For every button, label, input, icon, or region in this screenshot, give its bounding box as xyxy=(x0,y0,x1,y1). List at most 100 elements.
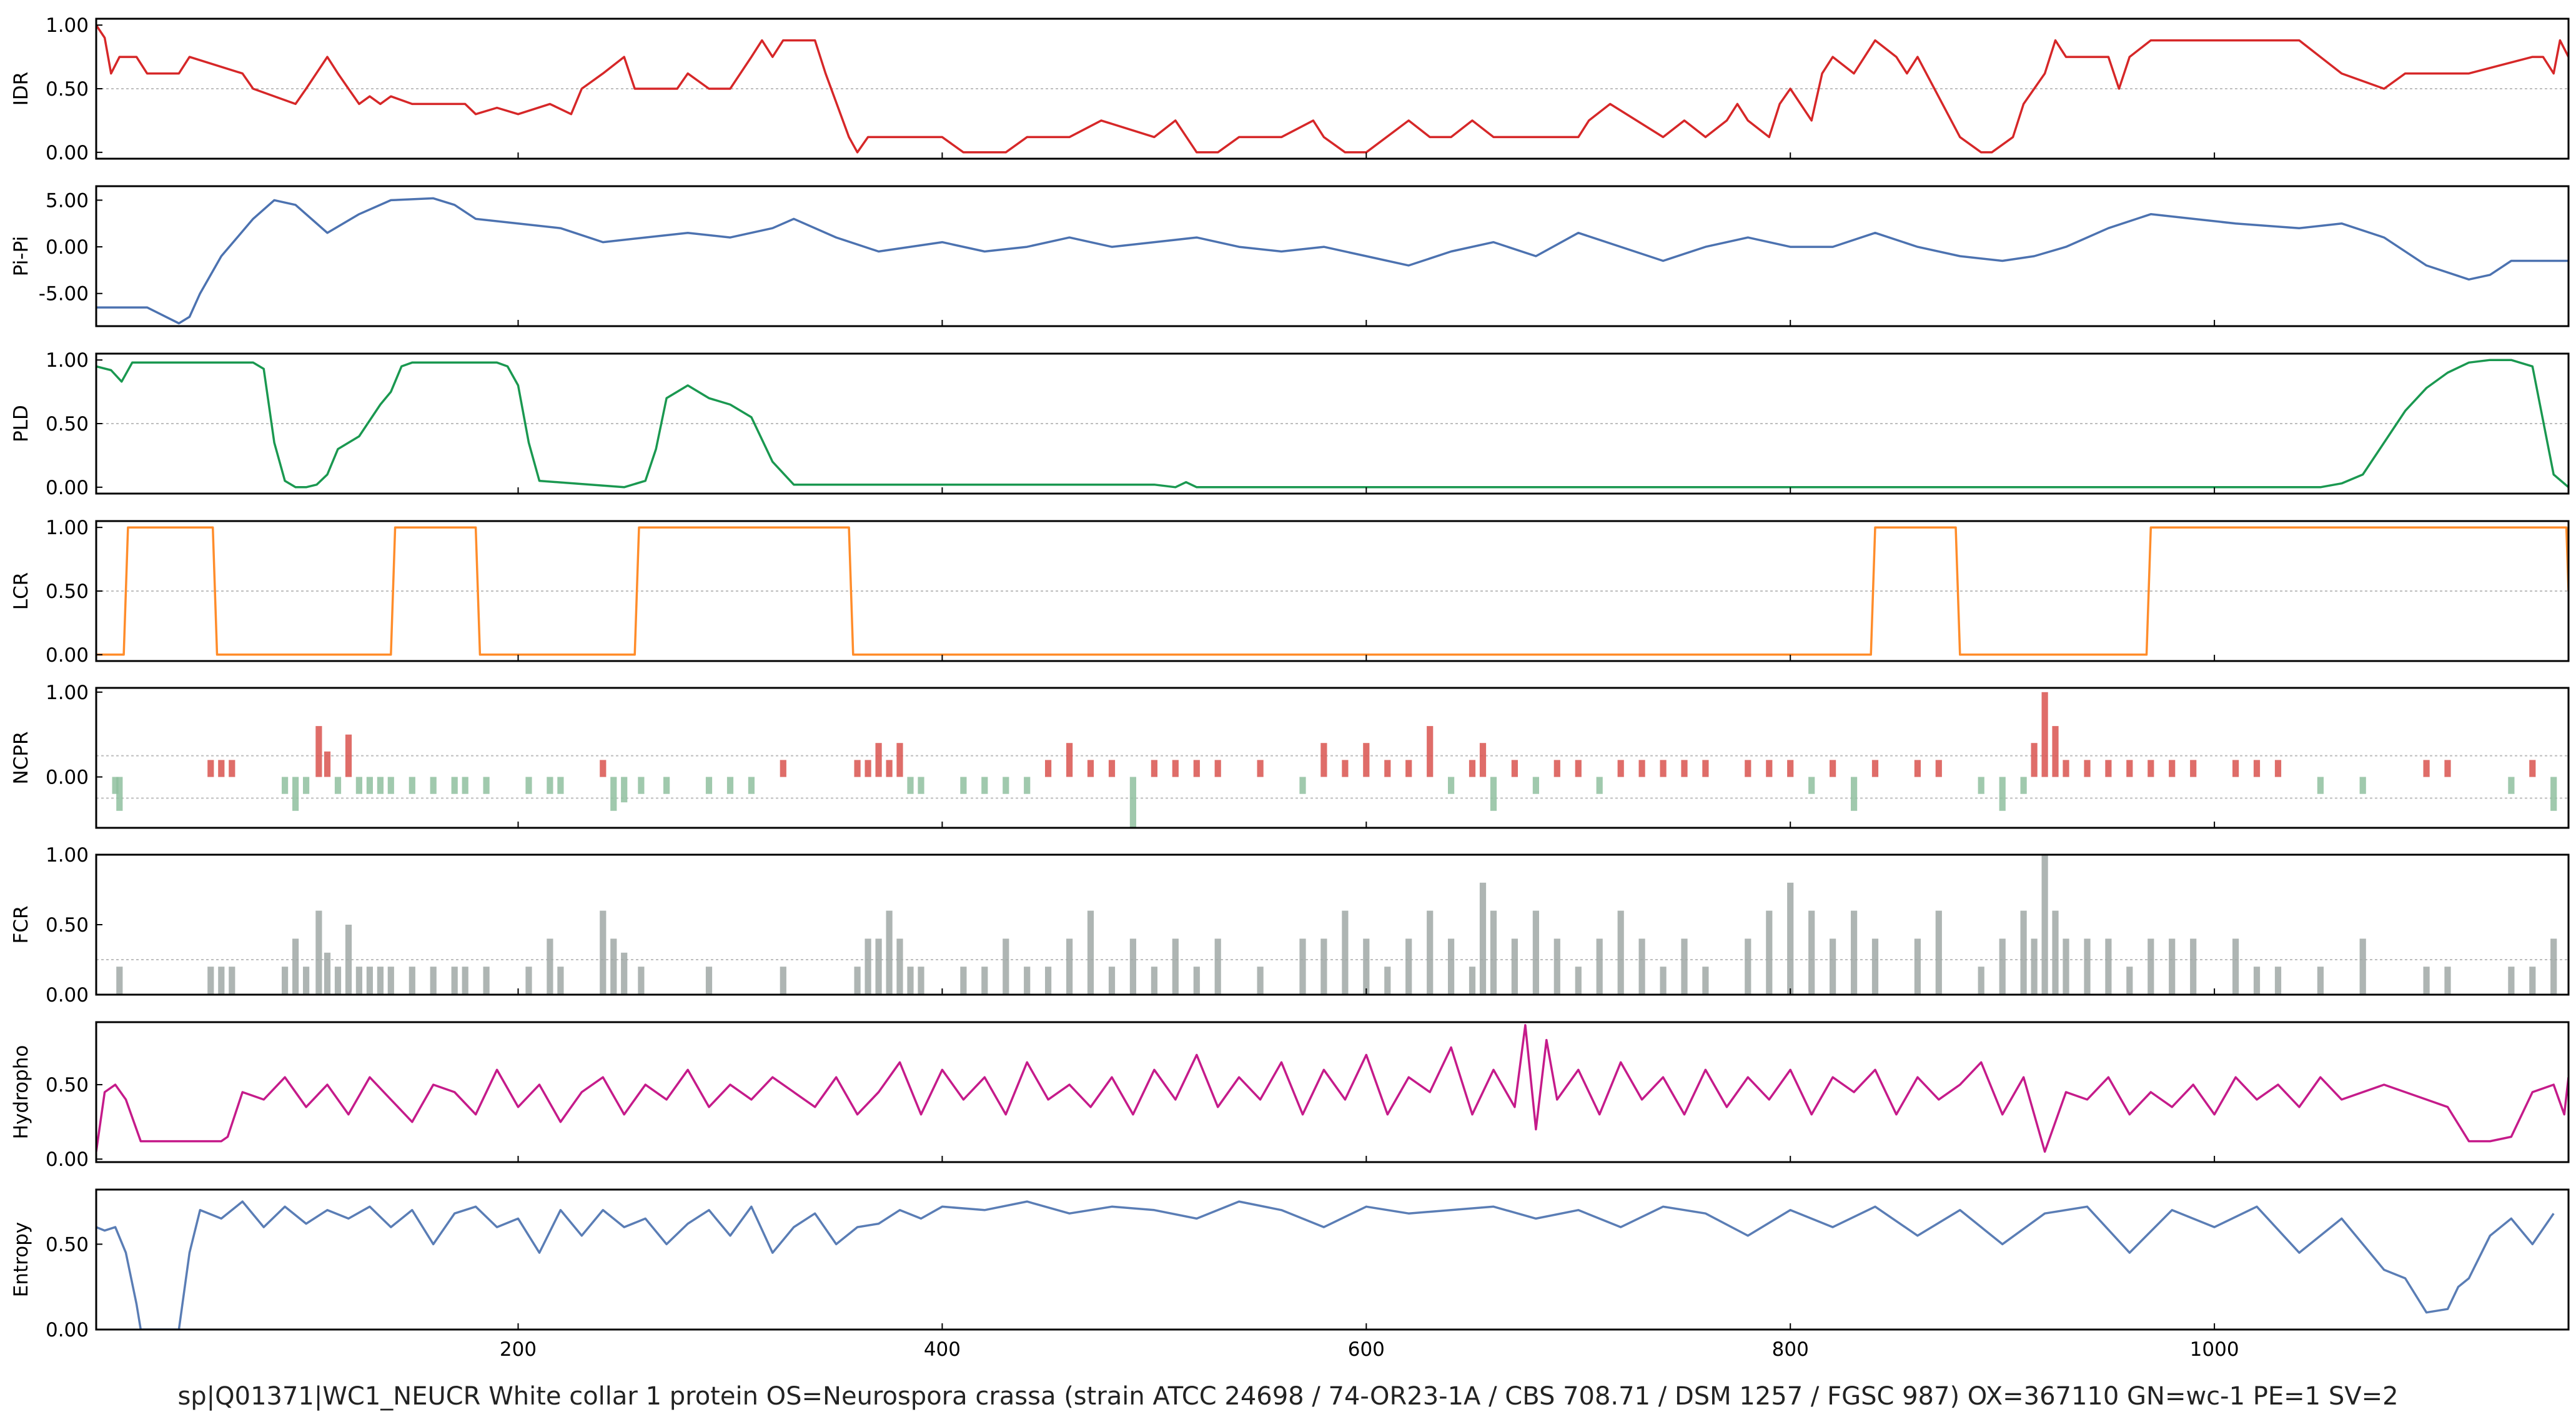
bar xyxy=(1660,760,1667,777)
bar xyxy=(1448,938,1455,995)
bar xyxy=(2147,938,2154,995)
bar xyxy=(2105,938,2112,995)
bar xyxy=(2232,938,2239,995)
bar xyxy=(387,777,394,794)
bar xyxy=(2126,967,2133,995)
bar xyxy=(1172,938,1179,995)
bar xyxy=(1914,938,1921,995)
bar xyxy=(886,760,893,777)
plot-area xyxy=(96,197,2569,325)
panel-lcr: 0.00 0.50 1.00 LCR xyxy=(10,517,2570,667)
bar xyxy=(2317,777,2324,794)
bar xyxy=(981,777,988,794)
bar xyxy=(387,967,394,995)
y-tick-label: 0.00 xyxy=(46,477,89,499)
bar xyxy=(1914,760,1921,777)
bar xyxy=(2232,760,2239,777)
bar xyxy=(1553,938,1560,995)
figure-caption: sp|Q01371|WC1_NEUCR White collar 1 prote… xyxy=(177,1382,2399,1411)
bar xyxy=(334,967,342,995)
bar xyxy=(1617,910,1624,995)
bar xyxy=(366,967,373,995)
bar xyxy=(1129,777,1136,828)
y-axis-label: LCR xyxy=(10,572,32,610)
bar xyxy=(229,760,235,777)
bar xyxy=(1787,760,1794,777)
bar xyxy=(2126,760,2133,777)
bar xyxy=(854,760,861,777)
bar xyxy=(705,967,713,995)
bar xyxy=(483,777,490,794)
bar xyxy=(462,967,468,995)
bar xyxy=(1299,777,1306,794)
bar xyxy=(2063,760,2069,777)
bar xyxy=(896,743,903,777)
plot-area xyxy=(96,1024,2569,1153)
bar xyxy=(2550,938,2557,995)
y-axis-label: NCPR xyxy=(10,731,32,784)
bar xyxy=(207,967,214,995)
y-tick-label: 0.00 xyxy=(46,644,89,667)
panel-idr: 0.00 0.50 1.00 IDR xyxy=(10,14,2570,164)
y-tick-label: 1.00 xyxy=(46,844,89,867)
bar xyxy=(1681,938,1688,995)
bar xyxy=(525,967,532,995)
y-tick-label: 0.00 xyxy=(46,767,89,789)
bar xyxy=(918,967,924,995)
bar xyxy=(1045,760,1052,777)
bar xyxy=(409,967,415,995)
bar xyxy=(600,910,607,995)
bar xyxy=(483,967,490,995)
bar xyxy=(229,967,235,995)
bar xyxy=(451,967,458,995)
axes-frame xyxy=(95,185,2570,327)
bar xyxy=(2020,777,2027,794)
bar xyxy=(1575,967,1582,995)
y-tick-label: 1.00 xyxy=(46,682,89,704)
y-axis-label: Hydropho xyxy=(10,1045,32,1140)
bar xyxy=(525,777,532,794)
bar xyxy=(116,777,123,811)
plot-area xyxy=(112,692,2557,828)
bar xyxy=(780,967,786,995)
bar xyxy=(292,938,299,995)
bar xyxy=(981,967,988,995)
bar xyxy=(2020,910,2027,995)
bar xyxy=(621,777,628,803)
y-tick-label: 0.00 xyxy=(46,142,89,164)
bar xyxy=(557,967,564,995)
bar xyxy=(2423,760,2430,777)
bar xyxy=(1479,882,1487,995)
y-axis-label: IDR xyxy=(10,72,32,106)
bar xyxy=(557,777,564,794)
bar xyxy=(1935,760,1942,777)
bar xyxy=(1129,938,1136,995)
bar xyxy=(112,777,119,794)
bar xyxy=(638,777,645,794)
bar xyxy=(355,967,362,995)
bar xyxy=(1214,760,1221,777)
plot-area xyxy=(96,1200,2555,1330)
bar xyxy=(960,777,967,794)
y-tick-label: 0.50 xyxy=(46,413,89,435)
y-tick-label: 1.00 xyxy=(46,349,89,372)
plot-area xyxy=(116,855,2557,995)
x-tick-label: 600 xyxy=(1348,1338,1385,1361)
axes-frame xyxy=(95,1021,2570,1163)
bar xyxy=(1342,910,1349,995)
bar xyxy=(2031,743,2038,777)
bar xyxy=(1384,967,1391,995)
bar xyxy=(1405,938,1412,995)
bar xyxy=(1108,760,1116,777)
bar xyxy=(2359,777,2366,794)
bar xyxy=(1978,967,1984,995)
bar xyxy=(1427,726,1434,777)
bar xyxy=(1617,760,1624,777)
bar xyxy=(2529,760,2536,777)
x-tick-label: 200 xyxy=(500,1338,537,1361)
bar xyxy=(547,777,553,794)
bar xyxy=(2169,938,2176,995)
bar xyxy=(1320,938,1327,995)
bar xyxy=(207,760,214,777)
y-axis-label: Pi-Pi xyxy=(10,236,32,276)
